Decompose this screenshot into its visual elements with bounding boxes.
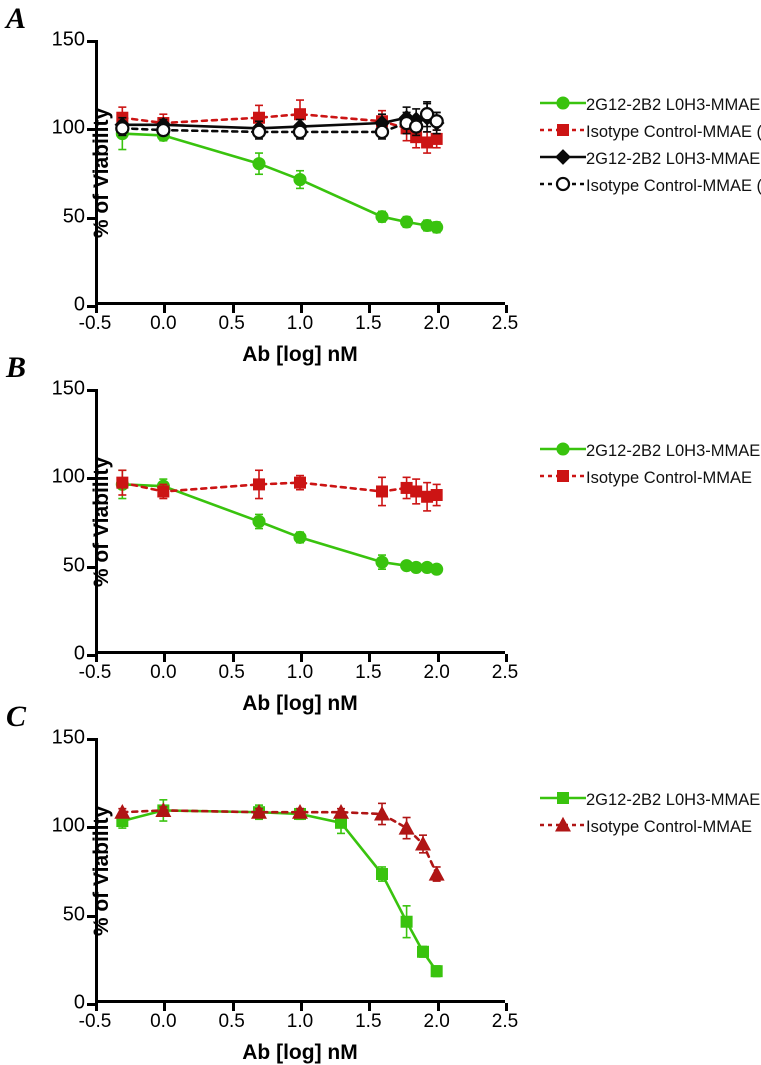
legend-a: 2G12-2B2 L0H3-MMAE (MDA+) Isotype Control… xyxy=(540,95,761,203)
y-tick-label-150: 150 xyxy=(52,378,95,401)
x-axis-title: Ab [log] nM xyxy=(242,1041,357,1065)
panel-b: B 0 50 100 150 -0.5 0.0 0.5 1.0 1.5 2.0 2.5% of Via… xyxy=(0,349,761,698)
legend-item-b-1: Isotype Control-MMAE xyxy=(540,468,760,489)
panel-c: C 0 50 100 150 -0.5 0.0 0.5 1.0 1.5 2.0 2.5% of Via… xyxy=(0,698,761,1047)
x-tick-label-0: 0.0 xyxy=(150,654,176,684)
legend-label-b-1: Isotype Control-MMAE xyxy=(586,469,752,488)
chart-area-a: 0 50 100 150 -0.5 0.0 0.5 1.0 1.5 2.0 2.5% of Viab… xyxy=(95,40,505,305)
legend-item-a-1: Isotype Control-MMAE (MDA+) xyxy=(540,122,761,143)
chart-area-c: 0 50 100 150 -0.5 0.0 0.5 1.0 1.5 2.0 2.5% of Viab… xyxy=(95,738,505,1003)
y-tick-label-150: 150 xyxy=(52,29,95,52)
panel-label-a: A xyxy=(6,2,26,36)
x-tick-label-0.5: 0.5 xyxy=(218,654,244,684)
y-tick-label-100: 100 xyxy=(52,815,95,838)
plot-svg-b xyxy=(95,389,505,654)
x-tick-label--0.5: -0.5 xyxy=(79,654,112,684)
legend-c: 2G12-2B2 L0H3-MMAE Isotype Control-MMAE xyxy=(540,790,760,844)
panel-a: A 0 50 100 150 -0.5 0.0 0.5 1.0 1.5 2.0 2.5% of Via… xyxy=(0,0,761,349)
legend-label-a-3: Isotype Control-MMAE (MDA-) xyxy=(586,177,761,196)
x-tick-label-1.5: 1.5 xyxy=(355,1003,381,1033)
x-tick-label-1: 1.0 xyxy=(287,1003,313,1033)
legend-symbol-a-1 xyxy=(540,122,586,143)
legend-label-c-0: 2G12-2B2 L0H3-MMAE xyxy=(586,791,760,810)
figure-page: A 0 50 100 150 -0.5 0.0 0.5 1.0 1.5 2.0 2.5% of Via… xyxy=(0,0,761,1048)
x-tick-label-2.5: 2.5 xyxy=(492,1003,518,1033)
x-tick-label-2.5: 2.5 xyxy=(492,305,518,335)
y-tick-label-100: 100 xyxy=(52,117,95,140)
legend-item-c-0: 2G12-2B2 L0H3-MMAE xyxy=(540,790,760,811)
chart-area-b: 0 50 100 150 -0.5 0.0 0.5 1.0 1.5 2.0 2.5% of Viab… xyxy=(95,389,505,654)
x-tick-label-2: 2.0 xyxy=(423,654,449,684)
x-tick-label-1: 1.0 xyxy=(287,305,313,335)
legend-label-b-0: 2G12-2B2 L0H3-MMAE xyxy=(586,442,760,461)
legend-symbol-c-0 xyxy=(540,790,586,811)
x-tick-label-2.5: 2.5 xyxy=(492,654,518,684)
x-tick-label-0.5: 0.5 xyxy=(218,305,244,335)
x-tick-label-0.5: 0.5 xyxy=(218,1003,244,1033)
y-tick-label-100: 100 xyxy=(52,466,95,489)
legend-label-a-1: Isotype Control-MMAE (MDA+) xyxy=(586,123,761,142)
panel-label-c: C xyxy=(6,700,26,734)
plot-svg-c xyxy=(95,738,505,1003)
x-tick-label-1: 1.0 xyxy=(287,654,313,684)
legend-symbol-b-0 xyxy=(540,441,586,462)
legend-item-a-3: Isotype Control-MMAE (MDA-) xyxy=(540,176,761,197)
legend-symbol-c-1 xyxy=(540,817,586,838)
x-tick-label--0.5: -0.5 xyxy=(79,305,112,335)
panel-label-b: B xyxy=(6,351,26,385)
legend-item-c-1: Isotype Control-MMAE xyxy=(540,817,760,838)
x-tick-label-2: 2.0 xyxy=(423,1003,449,1033)
legend-label-c-1: Isotype Control-MMAE xyxy=(586,818,752,837)
legend-symbol-a-0 xyxy=(540,95,586,116)
x-tick-label--0.5: -0.5 xyxy=(79,1003,112,1033)
legend-symbol-a-2 xyxy=(540,149,586,170)
x-tick-label-0: 0.0 xyxy=(150,1003,176,1033)
plot-svg-a xyxy=(95,40,505,305)
legend-symbol-b-1 xyxy=(540,468,586,489)
legend-label-a-2: 2G12-2B2 L0H3-MMAE (MDA-) xyxy=(586,150,761,169)
legend-item-a-0: 2G12-2B2 L0H3-MMAE (MDA+) xyxy=(540,95,761,116)
x-tick-label-1.5: 1.5 xyxy=(355,654,381,684)
legend-symbol-a-3 xyxy=(540,176,586,197)
legend-item-a-2: 2G12-2B2 L0H3-MMAE (MDA-) xyxy=(540,149,761,170)
y-tick-label-150: 150 xyxy=(52,727,95,750)
legend-item-b-0: 2G12-2B2 L0H3-MMAE xyxy=(540,441,760,462)
legend-label-a-0: 2G12-2B2 L0H3-MMAE (MDA+) xyxy=(586,96,761,115)
legend-b: 2G12-2B2 L0H3-MMAE Isotype Control-MMAE xyxy=(540,441,760,495)
x-tick-label-1.5: 1.5 xyxy=(355,305,381,335)
x-tick-label-2: 2.0 xyxy=(423,305,449,335)
x-tick-label-0: 0.0 xyxy=(150,305,176,335)
